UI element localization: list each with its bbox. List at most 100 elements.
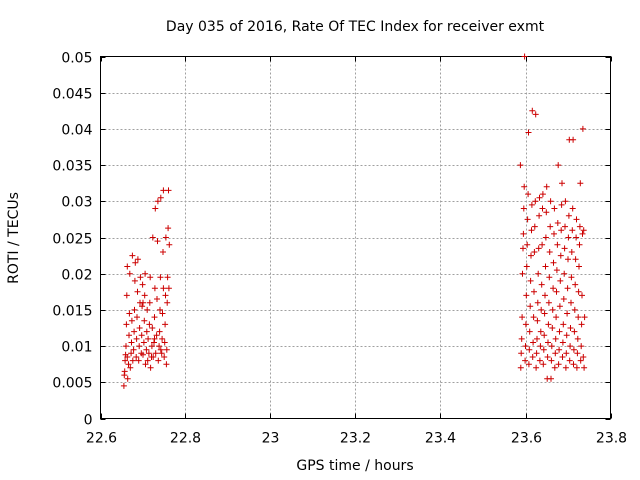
- data-point: [561, 245, 568, 252]
- data-point: [522, 357, 529, 364]
- data-point: [529, 354, 536, 360]
- data-point: [165, 285, 172, 292]
- data-point: [154, 238, 161, 245]
- data-point: [147, 364, 154, 371]
- data-point: [128, 317, 135, 324]
- data-point: [136, 343, 143, 350]
- data-point: [579, 230, 586, 237]
- data-point: [164, 299, 171, 306]
- chart-title: Day 035 of 2016, Rate Of TEC Index for r…: [166, 19, 545, 35]
- y-tick-label: 0.005: [52, 376, 92, 392]
- data-point: [550, 285, 557, 292]
- data-point: [141, 292, 148, 299]
- data-point: [137, 274, 144, 281]
- data-point: [529, 107, 536, 114]
- data-point: [528, 201, 535, 208]
- data-point: [552, 350, 559, 357]
- data-point: [140, 339, 147, 346]
- data-point: [520, 245, 526, 252]
- data-point: [157, 306, 163, 313]
- data-point: [525, 191, 532, 198]
- data-point: [553, 288, 560, 295]
- data-point: [522, 321, 529, 328]
- data-point: [124, 375, 131, 382]
- data-point: [544, 354, 551, 360]
- data-point: [126, 270, 133, 277]
- x-tick-label: 23.4: [425, 431, 456, 447]
- data-point: [133, 335, 140, 342]
- data-point: [573, 364, 580, 371]
- data-point: [570, 361, 577, 368]
- data-point: [546, 249, 553, 255]
- data-point: [571, 306, 578, 313]
- data-point: [565, 234, 572, 241]
- y-tick-label: 0.04: [61, 123, 92, 139]
- y-tick-label: 0.03: [61, 195, 92, 211]
- data-point: [125, 361, 132, 368]
- data-point: [536, 212, 543, 219]
- data-point: [131, 328, 138, 335]
- y-tick-label: 0.015: [52, 304, 92, 320]
- data-point: [531, 288, 537, 295]
- data-point: [537, 343, 544, 350]
- data-point: [134, 288, 141, 295]
- data-point: [551, 230, 557, 237]
- data-point: [538, 281, 545, 288]
- data-point: [527, 277, 534, 284]
- data-point: [123, 292, 130, 299]
- data-point: [572, 281, 579, 288]
- data-point: [541, 332, 548, 339]
- data-point: [573, 216, 580, 223]
- data-point: [571, 328, 578, 335]
- data-point: [149, 325, 156, 331]
- x-tick-label: 23.2: [340, 431, 371, 447]
- data-point: [522, 343, 529, 350]
- data-point: [575, 288, 582, 295]
- data-point: [146, 299, 153, 306]
- data-point: [521, 183, 528, 190]
- y-tick-label: 0.01: [61, 340, 92, 356]
- data-point: [560, 321, 567, 328]
- data-point: [574, 350, 581, 357]
- data-point: [158, 350, 165, 357]
- data-point: [157, 346, 164, 353]
- data-point: [540, 346, 547, 353]
- data-point: [569, 205, 576, 212]
- data-point: [541, 310, 548, 317]
- data-point: [157, 274, 164, 281]
- data-point: [538, 306, 545, 313]
- data-point: [140, 299, 146, 306]
- data-point: [526, 328, 533, 335]
- data-point: [166, 241, 173, 248]
- data-point: [539, 205, 546, 212]
- data-point: [534, 335, 540, 342]
- data-point: [558, 227, 565, 234]
- data-point: [518, 335, 525, 342]
- data-point: [162, 292, 169, 299]
- data-point: [565, 212, 572, 219]
- data-point: [535, 245, 542, 252]
- data-point: [126, 310, 133, 317]
- y-tick-label: 0.035: [52, 159, 92, 175]
- data-point: [136, 325, 143, 331]
- data-point: [165, 187, 172, 194]
- data-point: [535, 270, 542, 277]
- data-point: [542, 292, 548, 299]
- data-point: [562, 364, 569, 371]
- ticks: 22.6 22.8 23 23.2 23.4 23.6 23.8 0 0.005 0.01 0.01…: [52, 51, 627, 447]
- data-point: [554, 241, 561, 248]
- data-point: [162, 321, 169, 328]
- data-point: [164, 274, 171, 281]
- data-point: [569, 227, 576, 234]
- data-point: [525, 129, 532, 136]
- data-point: [576, 241, 583, 248]
- x-tick-label: 23.8: [596, 431, 627, 447]
- data-point: [151, 314, 158, 321]
- data-point: [573, 234, 580, 241]
- data-point: [131, 277, 138, 284]
- data-point: [126, 332, 132, 339]
- data-point: [123, 343, 129, 350]
- data-point: [568, 249, 575, 255]
- data-point: [563, 332, 570, 339]
- data-point: [124, 263, 131, 270]
